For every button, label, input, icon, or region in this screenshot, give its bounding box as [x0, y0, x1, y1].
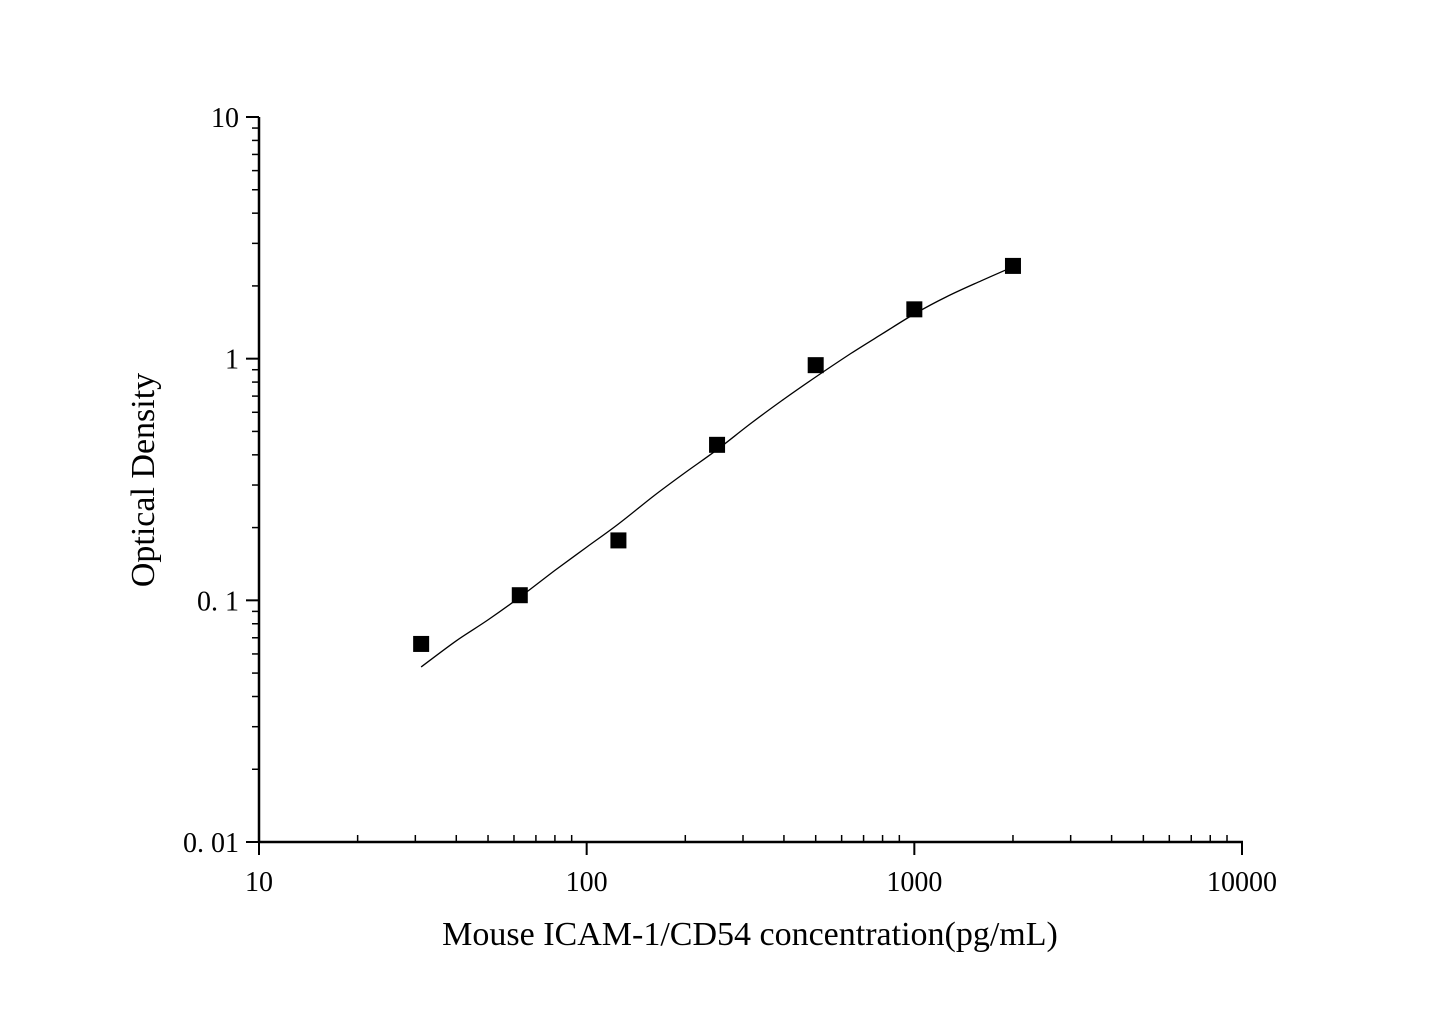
y-tick-label: 0. 1: [197, 586, 239, 617]
y-tick-labels: 0. 01 0. 1 1 10: [183, 103, 239, 859]
x-axis-title: Mouse ICAM-1/CD54 concentration(pg/mL): [442, 916, 1058, 953]
x-tick-label: 10: [245, 867, 273, 898]
y-tick-label: 1: [225, 345, 239, 376]
x-tick-label: 1000: [886, 867, 942, 898]
data-point: [511, 587, 528, 604]
x-tick-labels: 10 100 1000 10000: [245, 867, 1277, 898]
x-tick-label: 10000: [1207, 867, 1277, 898]
x-tick-label: 100: [566, 867, 608, 898]
data-point: [807, 357, 824, 374]
y-major-ticks: [246, 116, 259, 843]
y-axis-title: Optical Density: [125, 373, 162, 587]
data-points: [413, 257, 1021, 652]
data-point: [413, 635, 430, 652]
y-tick-label: 0. 01: [183, 828, 239, 859]
fit-curve: [420, 266, 1014, 668]
data-point: [610, 532, 627, 549]
data-point: [709, 436, 726, 453]
x-major-ticks: [258, 842, 1243, 855]
data-point: [1004, 257, 1021, 274]
y-tick-label: 10: [211, 103, 239, 134]
data-point: [906, 301, 923, 318]
